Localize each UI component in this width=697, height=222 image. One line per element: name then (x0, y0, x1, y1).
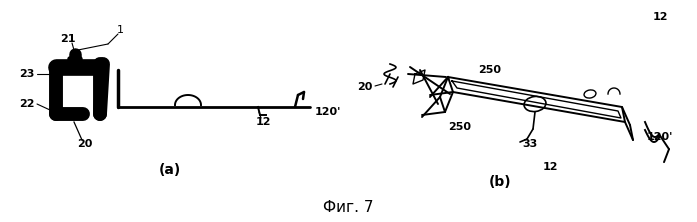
Text: 21: 21 (60, 34, 76, 44)
Text: 20: 20 (358, 82, 373, 92)
Text: 33: 33 (522, 139, 537, 149)
Text: 250: 250 (479, 65, 502, 75)
Text: 250: 250 (448, 122, 471, 132)
Text: (b): (b) (489, 175, 512, 189)
Text: 1: 1 (116, 25, 123, 35)
Text: 20: 20 (77, 139, 93, 149)
Text: (a): (a) (159, 163, 181, 177)
Text: 12: 12 (652, 12, 668, 22)
Text: 12: 12 (255, 117, 270, 127)
Text: 120': 120' (315, 107, 342, 117)
Text: 22: 22 (20, 99, 35, 109)
Text: 23: 23 (20, 69, 35, 79)
Text: 12: 12 (542, 162, 558, 172)
Text: 120': 120' (647, 132, 673, 142)
Text: Фиг. 7: Фиг. 7 (323, 200, 374, 214)
